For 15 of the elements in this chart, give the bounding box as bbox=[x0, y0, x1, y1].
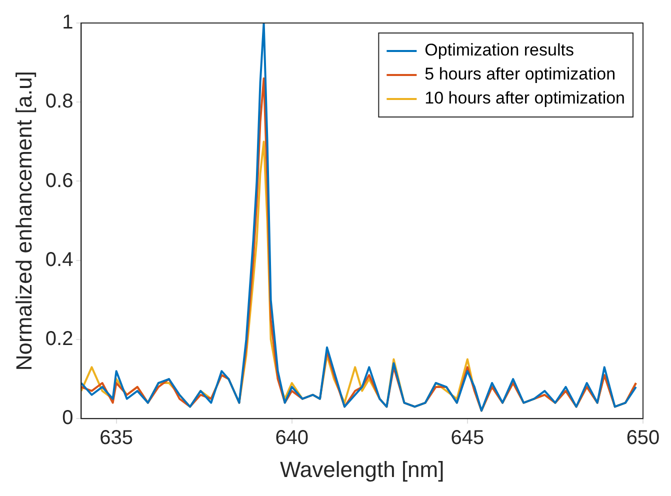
x-tick-label: 640 bbox=[275, 427, 309, 450]
x-tick-label: 635 bbox=[100, 427, 134, 450]
y-tick-label: 0.6 bbox=[45, 170, 74, 192]
y-tick-label: 1 bbox=[62, 12, 74, 34]
y-tick-label: 0.2 bbox=[45, 328, 74, 350]
y-tick-label: 0.4 bbox=[45, 248, 74, 271]
x-tick-label: 645 bbox=[450, 427, 484, 450]
x-axis-title: Wavelength [nm] bbox=[280, 456, 444, 482]
y-tick-label: 0 bbox=[62, 407, 74, 430]
legend-label: Optimization results bbox=[424, 40, 574, 60]
y-tick-label: 0.8 bbox=[45, 90, 74, 113]
legend-label: 10 hours after optimization bbox=[424, 88, 626, 108]
x-tick-label: 650 bbox=[626, 427, 660, 450]
y-axis-title: Normalized enhancement [a.u] bbox=[11, 70, 36, 371]
legend-label: 5 hours after optimization bbox=[424, 64, 616, 84]
